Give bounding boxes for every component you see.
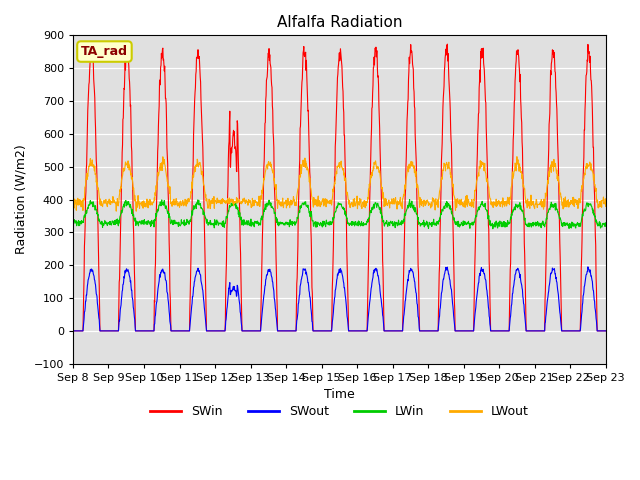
LWin xyxy=(489,226,497,232)
LWin xyxy=(332,209,339,215)
Text: TA_rad: TA_rad xyxy=(81,45,128,58)
SWin xyxy=(158,55,166,61)
SWout xyxy=(332,288,339,293)
SWout xyxy=(637,328,640,334)
SWout xyxy=(630,328,637,334)
Line: LWin: LWin xyxy=(73,200,640,229)
SWout xyxy=(491,328,499,334)
LWout xyxy=(637,198,640,204)
SWin xyxy=(491,328,499,334)
SWin xyxy=(69,328,77,334)
Title: Alfalfa Radiation: Alfalfa Radiation xyxy=(276,15,402,30)
LWin xyxy=(69,219,77,225)
SWout xyxy=(621,264,628,269)
LWout xyxy=(332,174,339,180)
LWout xyxy=(132,208,140,214)
LWout xyxy=(630,202,638,208)
SWin xyxy=(621,37,628,43)
LWin xyxy=(492,221,499,227)
Legend: SWin, SWout, LWin, LWout: SWin, SWout, LWin, LWout xyxy=(145,400,534,423)
LWout xyxy=(575,202,582,207)
Line: SWout: SWout xyxy=(73,266,640,331)
LWout xyxy=(513,154,521,159)
LWin xyxy=(342,213,350,219)
LWin xyxy=(575,221,582,227)
LWout xyxy=(342,190,350,196)
LWout xyxy=(69,198,77,204)
SWin xyxy=(332,144,339,149)
LWin xyxy=(406,197,413,203)
SWout xyxy=(69,328,77,334)
Line: SWin: SWin xyxy=(73,40,640,331)
LWout xyxy=(158,159,166,165)
SWin xyxy=(637,328,640,334)
Y-axis label: Radiation (W/m2): Radiation (W/m2) xyxy=(15,144,28,254)
LWin xyxy=(637,221,640,227)
LWout xyxy=(492,203,499,208)
X-axis label: Time: Time xyxy=(324,388,355,401)
SWout xyxy=(342,299,350,304)
LWin xyxy=(630,224,638,229)
SWout xyxy=(574,328,582,334)
SWin xyxy=(342,192,350,197)
LWin xyxy=(158,197,166,203)
SWout xyxy=(158,268,166,274)
SWin xyxy=(574,328,582,334)
Line: LWout: LWout xyxy=(73,156,640,211)
SWin xyxy=(630,328,637,334)
